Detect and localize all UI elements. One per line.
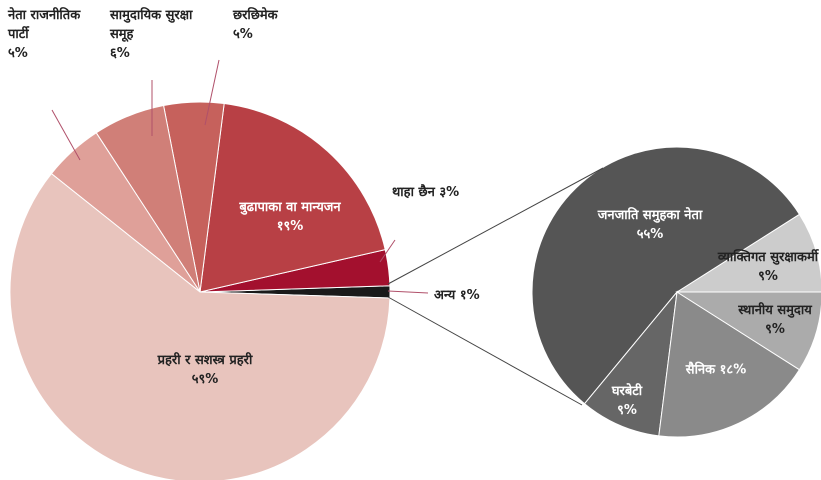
pie-slice	[531, 146, 801, 405]
slice-label: नेता राजनीतिक पार्टी ५%	[8, 6, 88, 63]
value-label: ३%	[439, 185, 460, 200]
category-name: सैनिक	[685, 362, 716, 378]
category-name: प्रहरी र सशस्त्र प्रहरी	[157, 353, 253, 368]
category-name: घरबेटी	[611, 384, 643, 399]
value-label: ६%	[110, 46, 130, 61]
slice-label: प्रहरी र सशस्त्र प्रहरी ५९%	[95, 351, 315, 389]
connector-line	[387, 167, 604, 285]
category-name: बुढापाका वा मान्यजन	[239, 200, 341, 215]
value-label: ५%	[8, 46, 28, 61]
category-name: स्थानीय समुदाय	[738, 303, 812, 318]
value-label: ५%	[233, 27, 253, 42]
slice-label: सामुदायिक सुरक्षा समूह ६%	[110, 6, 205, 63]
slice-label: थाहा छैन ३%	[392, 183, 512, 202]
category-name: छरछिमेक	[233, 8, 278, 23]
value-label: ५९%	[191, 372, 219, 387]
leader-line	[204, 59, 220, 126]
pie-slice	[675, 213, 821, 293]
value-label: ९%	[758, 269, 778, 284]
category-name: थाहा छैन	[392, 185, 435, 200]
category-name: व्याक्तिगत सुरक्षाकर्मी	[717, 250, 819, 265]
category-name: जनजाति समुहका नेता	[597, 208, 703, 223]
category-name: सामुदायिक सुरक्षा समूह	[110, 8, 193, 42]
pie-slice	[675, 291, 821, 371]
value-label: १८%	[719, 362, 747, 378]
connectors	[387, 167, 604, 406]
value-label: ५५%	[636, 227, 664, 242]
pie-slice	[199, 102, 386, 293]
slice-label: जनजाति समुहका नेता ५५%	[570, 206, 730, 244]
leader-line	[51, 109, 81, 161]
slice-label: स्थानीय समुदाय ९%	[735, 301, 815, 339]
category-name: नेता राजनीतिक पार्टी	[8, 8, 81, 42]
slice-label: छरछिमेक ५%	[233, 6, 313, 44]
connector-line	[387, 296, 583, 406]
pie-slice	[9, 172, 391, 480]
leader-line	[379, 239, 396, 263]
value-label: ९%	[765, 322, 785, 337]
slice-label: बुढापाका वा मान्यजन १९%	[225, 198, 355, 236]
value-label: ९%	[617, 403, 637, 418]
leader-lines	[51, 59, 429, 294]
value-label: १९%	[276, 219, 304, 234]
leader-line	[387, 290, 429, 294]
pie-slice	[658, 291, 801, 438]
slices	[9, 101, 821, 480]
slice-label: घरबेटी ९%	[597, 382, 657, 420]
slice-label: अन्य १%	[434, 286, 554, 305]
slice-label: सैनिक १८%	[661, 361, 771, 380]
pie-slice	[583, 290, 678, 437]
value-label: १%	[459, 288, 480, 303]
category-name: अन्य	[434, 288, 456, 303]
slice-label: व्याक्तिगत सुरक्षाकर्मी ९%	[713, 248, 821, 286]
